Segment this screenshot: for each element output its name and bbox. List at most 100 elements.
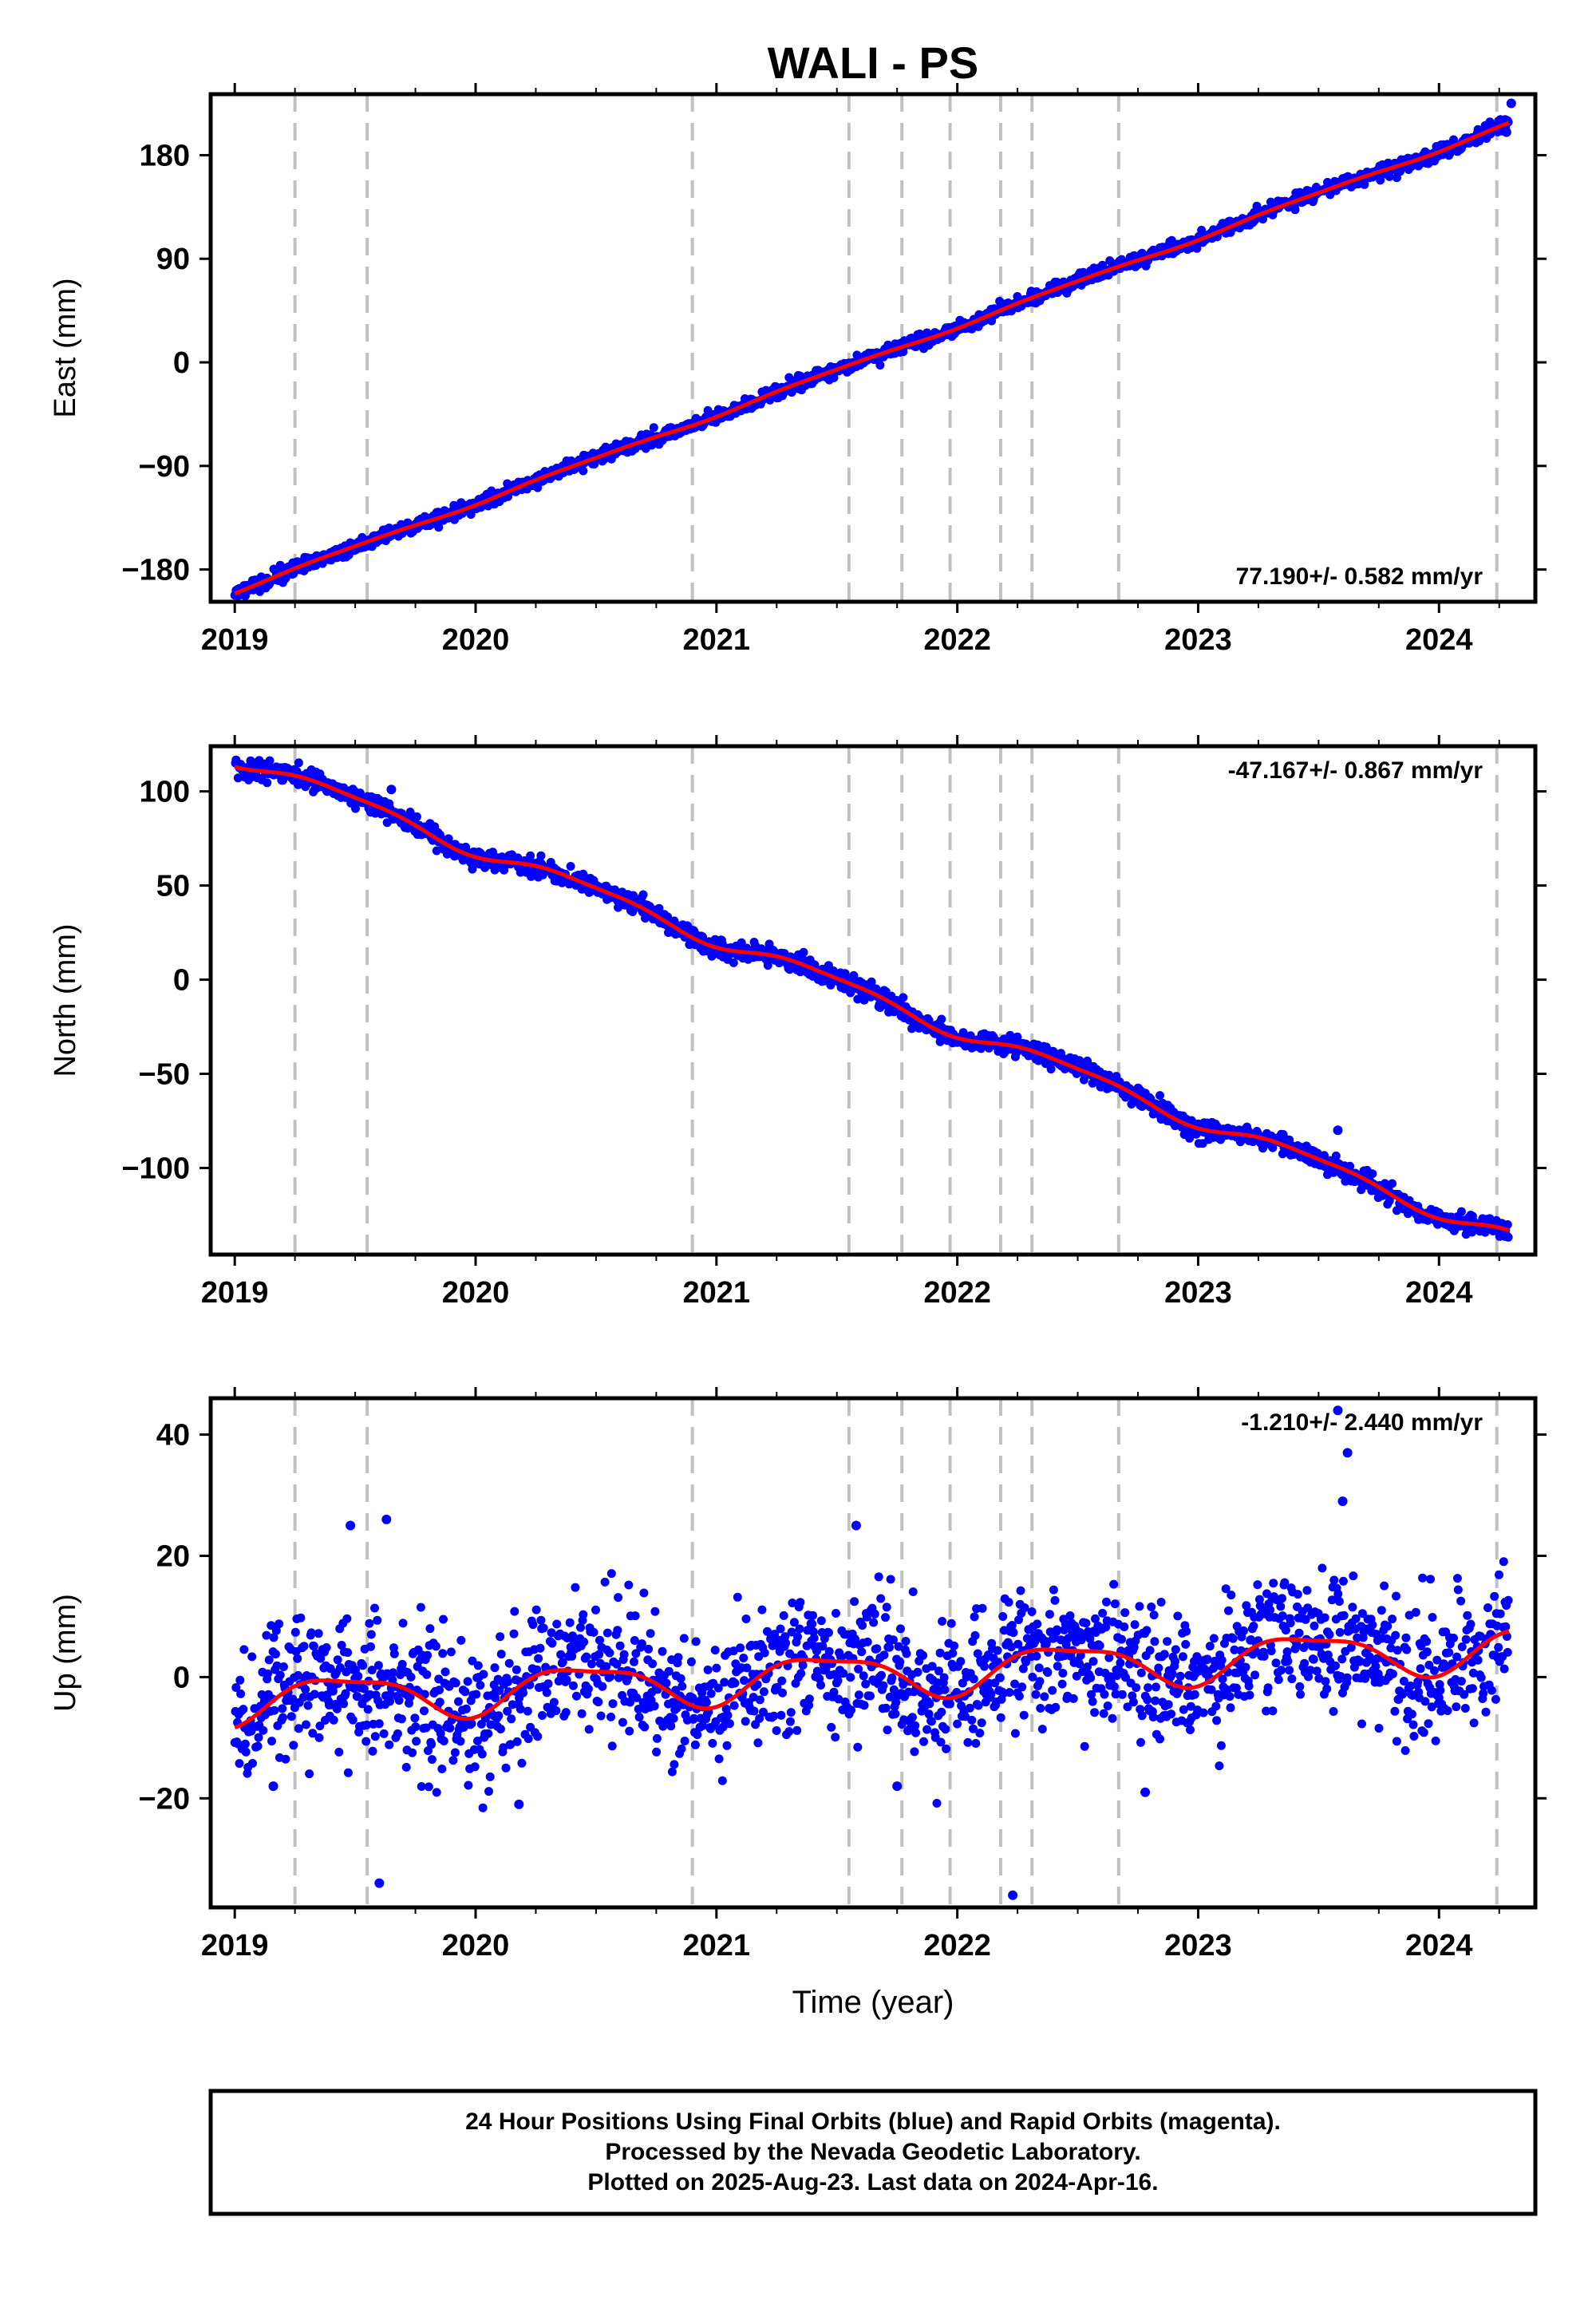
data-point <box>322 1643 331 1652</box>
data-point <box>876 1595 885 1603</box>
data-point <box>539 1624 548 1633</box>
data-point <box>777 1677 786 1686</box>
data-point <box>834 1676 843 1685</box>
data-point <box>1168 1670 1177 1678</box>
data-point <box>978 1718 986 1727</box>
data-point <box>1051 1703 1060 1712</box>
data-point <box>872 1644 881 1653</box>
data-point <box>940 1674 949 1682</box>
data-point <box>569 1682 578 1690</box>
x-tick-label: 2019 <box>201 1276 269 1310</box>
data-point <box>946 1700 954 1709</box>
data-point <box>1058 1680 1067 1689</box>
data-point <box>994 1646 1002 1655</box>
data-point <box>1009 1628 1017 1637</box>
data-point <box>1182 1627 1191 1636</box>
x-tick-label: 2022 <box>923 623 991 657</box>
data-point <box>1081 1618 1090 1627</box>
data-point <box>863 1638 872 1646</box>
data-point <box>796 1669 805 1678</box>
data-point <box>781 1638 790 1647</box>
data-point <box>1136 1738 1145 1747</box>
data-point <box>476 1681 484 1690</box>
data-point <box>1176 1672 1185 1681</box>
data-point <box>447 1647 456 1656</box>
data-point <box>799 1661 808 1670</box>
data-point <box>275 1619 283 1628</box>
data-point <box>1156 1735 1164 1744</box>
data-point <box>736 1643 745 1652</box>
data-point <box>1181 1640 1190 1649</box>
data-point <box>454 1698 463 1706</box>
data-point <box>334 1655 342 1664</box>
data-point <box>423 1651 432 1660</box>
data-point <box>866 1692 875 1701</box>
data-point <box>296 1614 305 1622</box>
data-points <box>231 99 1516 601</box>
data-point <box>289 1741 298 1749</box>
data-point <box>1109 1580 1118 1589</box>
data-point <box>276 1670 285 1679</box>
data-point <box>479 1804 488 1812</box>
data-point <box>239 1645 248 1654</box>
data-point <box>858 1621 867 1630</box>
data-point <box>1111 1599 1120 1608</box>
data-point <box>281 1755 290 1764</box>
data-point <box>601 1578 610 1587</box>
data-point <box>677 1674 685 1683</box>
data-point <box>417 1603 425 1612</box>
data-point <box>1132 1683 1140 1692</box>
data-point <box>279 1662 288 1671</box>
data-point <box>1048 1686 1057 1695</box>
data-point <box>279 1713 287 1722</box>
data-point <box>402 1763 411 1772</box>
data-point <box>486 1773 495 1781</box>
data-point <box>740 1676 749 1685</box>
data-point <box>427 1740 436 1749</box>
data-point <box>887 1674 896 1682</box>
data-point <box>620 1650 629 1659</box>
data-point <box>899 993 907 1002</box>
data-point <box>1089 1657 1098 1666</box>
x-tick-label: 2024 <box>1405 1276 1473 1310</box>
data-point <box>1199 1709 1208 1717</box>
data-point <box>1163 1637 1171 1646</box>
data-point <box>764 961 772 970</box>
data-point <box>857 1647 866 1656</box>
data-point <box>267 1737 276 1745</box>
model-curve <box>235 123 1509 594</box>
data-point <box>523 1707 532 1716</box>
data-point <box>910 1747 918 1756</box>
data-point <box>1120 1608 1129 1617</box>
data-point <box>1156 1091 1164 1100</box>
data-point <box>287 1712 296 1721</box>
data-point <box>1206 1642 1215 1650</box>
data-point <box>349 1716 358 1725</box>
data-point <box>594 1698 602 1706</box>
data-point <box>947 1619 956 1628</box>
data-point <box>510 1607 519 1616</box>
data-point <box>247 1652 256 1661</box>
data-point <box>895 1658 904 1666</box>
data-point <box>436 1698 444 1706</box>
data-point <box>305 1769 314 1778</box>
y-tick-label: −180 <box>121 554 190 587</box>
data-point <box>729 958 738 967</box>
data-point <box>456 1737 465 1745</box>
data-point <box>715 1754 724 1763</box>
data-point <box>380 1729 389 1738</box>
data-point <box>687 1658 696 1666</box>
data-point <box>330 1716 338 1725</box>
data-point <box>733 1593 742 1602</box>
data-point <box>970 1612 979 1621</box>
data-point <box>259 1726 267 1735</box>
data-point <box>971 1631 980 1640</box>
data-point <box>456 1636 465 1645</box>
data-point <box>1075 1659 1084 1668</box>
data-point <box>796 1625 804 1634</box>
data-point <box>1015 1692 1024 1701</box>
data-point <box>1157 1598 1166 1607</box>
data-point <box>1043 1668 1052 1677</box>
data-point <box>479 1670 488 1678</box>
data-point <box>827 1723 836 1732</box>
